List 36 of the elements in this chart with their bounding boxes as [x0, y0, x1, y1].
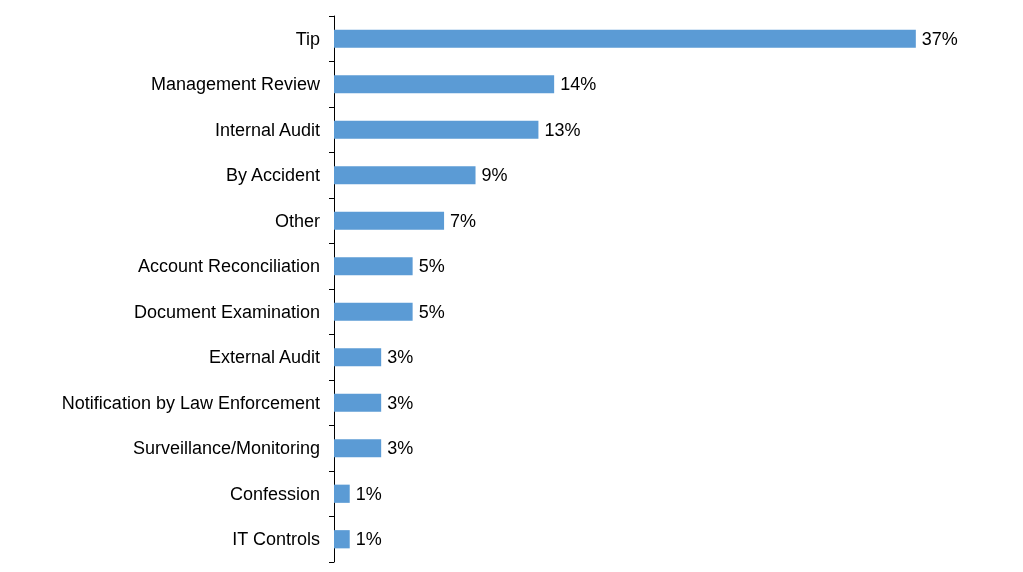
bar: [334, 302, 413, 321]
y-tick-label: Tip: [295, 28, 320, 49]
y-tick-label: External Audit: [208, 347, 320, 368]
bar: [334, 393, 382, 412]
data-label: 3%: [387, 392, 414, 413]
bar: [334, 120, 539, 139]
y-tick-label: Internal Audit: [214, 119, 320, 140]
y-tick-label: Management Review: [150, 74, 321, 95]
bar: [334, 257, 413, 276]
data-label: 3%: [387, 347, 414, 368]
y-tick-label: Notification by Law Enforcement: [61, 392, 320, 413]
bar: [334, 75, 555, 94]
data-label: 1%: [355, 483, 382, 504]
data-label: 1%: [355, 529, 382, 550]
bar: [334, 530, 350, 549]
y-tick-label: Surveillance/Monitoring: [132, 438, 320, 459]
data-label: 14%: [560, 74, 597, 95]
bar: [334, 211, 445, 230]
data-label: 7%: [450, 210, 477, 231]
y-tick-label: Account Reconciliation: [137, 256, 320, 277]
data-label: 5%: [418, 256, 445, 277]
data-label: 37%: [921, 28, 958, 49]
bar: [334, 348, 382, 367]
bar: [334, 484, 350, 503]
y-tick-label: Document Examination: [133, 301, 320, 322]
y-tick-label: Other: [274, 210, 320, 231]
data-label: 5%: [418, 301, 445, 322]
y-tick-label: By Accident: [225, 165, 320, 186]
bar: [334, 166, 476, 185]
bar: [334, 439, 382, 458]
data-label: 3%: [387, 438, 414, 459]
bar: [334, 29, 916, 48]
data-label: 13%: [544, 119, 581, 140]
y-tick-label: IT Controls: [232, 529, 320, 550]
y-tick-label: Confession: [229, 483, 320, 504]
data-label: 9%: [481, 165, 508, 186]
